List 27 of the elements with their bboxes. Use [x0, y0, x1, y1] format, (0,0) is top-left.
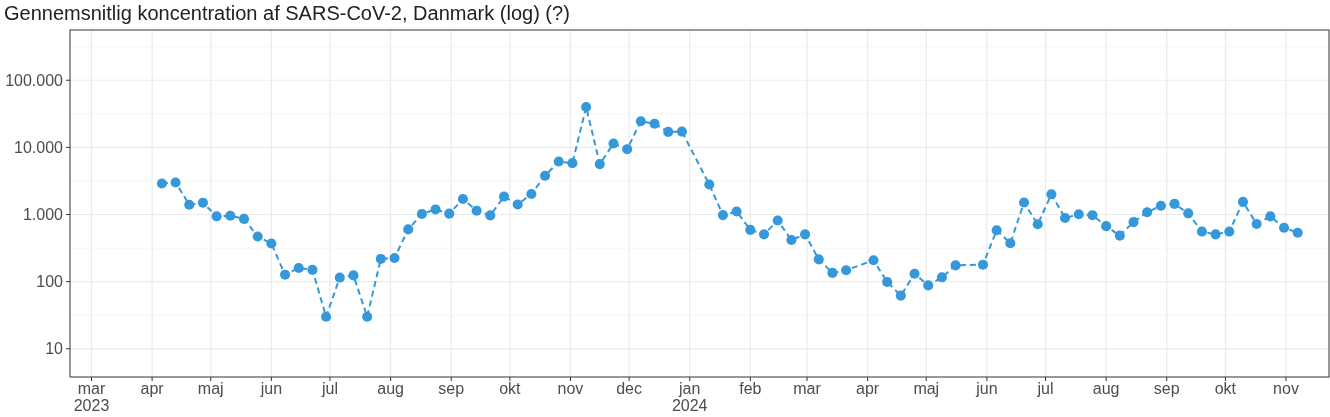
x-tick-label: aug — [377, 380, 404, 397]
x-tick-label: mar — [793, 380, 822, 397]
x-tick-label: jan 2024 — [671, 380, 708, 414]
y-tick-label: 100 — [36, 273, 64, 291]
x-tick-label: okt — [1214, 380, 1237, 397]
y-tick-label: 100.000 — [5, 71, 64, 89]
x-tick-label: nov — [1273, 380, 1299, 397]
x-tick-label: jun — [975, 380, 998, 397]
x-tick-label: jul — [1036, 380, 1054, 397]
x-tick-label: sep — [438, 380, 465, 397]
x-tick-label: aug — [1092, 380, 1120, 397]
chart-title: Gennemsnitlig koncentration af SARS-CoV-2, Danmark (log) (?) — [4, 2, 570, 24]
y-tick-label: 10 — [45, 340, 64, 358]
x-tick-label: maj — [913, 380, 940, 397]
x-tick-label: feb — [739, 380, 762, 397]
x-tick-label: apr — [140, 380, 165, 397]
x-tick-label: sep — [1153, 380, 1180, 397]
x-tick-label: jul — [321, 380, 339, 397]
x-tick-label: dec — [616, 380, 643, 397]
y-tick-label: 1.000 — [22, 206, 64, 224]
y-tick-label: 10.000 — [14, 138, 64, 156]
x-tick-label: nov — [557, 380, 584, 397]
x-tick-label: okt — [499, 380, 522, 397]
x-tick-label: mar 2023 — [73, 380, 110, 414]
x-tick-label: apr — [856, 380, 880, 397]
x-tick-label: jun — [259, 380, 283, 397]
x-tick-label: maj — [197, 380, 224, 397]
